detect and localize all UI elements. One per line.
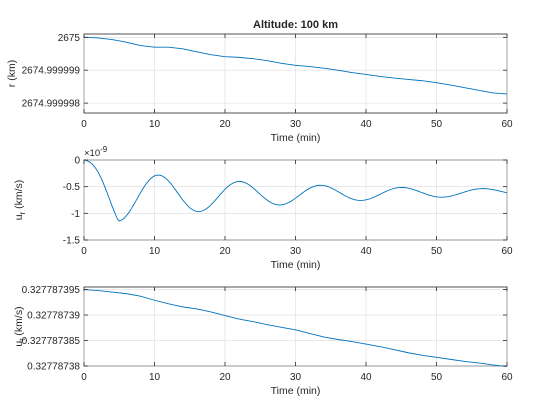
x-tick-label: 20	[219, 246, 231, 257]
y-tick-label: 0.327787395	[22, 285, 81, 296]
x-tick-label: 0	[81, 246, 87, 257]
y-exponent-base: ×10	[84, 148, 100, 159]
x-tick-label: 40	[360, 119, 372, 130]
x-tick-label: 50	[431, 119, 443, 130]
chart-3: 0 10 20 30 40 50 60 0.32778738 0.327787385 0.3277…	[13, 285, 513, 397]
x-tick-label: 30	[290, 246, 302, 257]
chart-1: 0 10 20 30 40 50 60 2674.999998 2674.999999 2675 T…	[6, 19, 513, 144]
y-tick-label: 0.327787385	[22, 336, 81, 347]
x-tick-label: 50	[431, 372, 443, 383]
x-axis-label: Time (min)	[271, 259, 321, 271]
x-tick-label: 30	[290, 372, 302, 383]
y-axis-label-unit: (km/s)	[13, 306, 25, 338]
x-axis-label: Time (min)	[271, 132, 321, 144]
x-tick-label: 20	[219, 372, 231, 383]
x-tick-label: 0	[81, 372, 87, 383]
chart-title: Altitude: 100 km	[253, 19, 338, 31]
y-axis-label: r (km)	[6, 60, 18, 87]
y-axis-label-subscript: t	[18, 338, 27, 341]
y-axis-label: ut (km/s)	[13, 306, 27, 346]
y-tick-label: 0.32778739	[27, 311, 80, 322]
y-axis-label-main: r (km)	[6, 60, 18, 87]
x-tick-label: 40	[360, 372, 372, 383]
x-tick-label: 20	[219, 119, 231, 130]
chart-2: 0 10 20 30 40 50 60 -1.5 -1 -0.5 0 Time (min) ur (km…	[13, 145, 513, 271]
x-tick-label: 10	[149, 246, 161, 257]
y-tick-label: 2674.999998	[22, 99, 81, 110]
x-tick-label: 0	[81, 119, 87, 130]
series-line	[83, 159, 508, 222]
series-line	[83, 289, 508, 367]
y-tick-label: -1.5	[63, 236, 81, 247]
x-tick-label: 60	[501, 246, 513, 257]
x-tick-label: 30	[290, 119, 302, 130]
y-tick-label: 2675	[58, 33, 81, 44]
y-tick-label: 0.32778738	[27, 362, 80, 373]
y-tick-label: 0	[74, 156, 80, 167]
x-tick-label: 10	[149, 119, 161, 130]
y-axis-label-main: u	[13, 341, 25, 347]
x-tick-label: 40	[360, 246, 372, 257]
y-exponent-label: ×10-9	[84, 145, 108, 159]
y-axis-label-main: u	[13, 214, 25, 220]
x-tick-label: 60	[501, 119, 513, 130]
y-axis-label: ur (km/s)	[13, 180, 27, 221]
x-axis-label: Time (min)	[271, 385, 321, 397]
x-tick-label: 60	[501, 372, 513, 383]
y-axis-label-subscript: r	[18, 211, 27, 214]
series-line	[83, 36, 508, 95]
x-tick-label: 10	[149, 372, 161, 383]
y-axis-label-unit: (km/s)	[13, 180, 25, 212]
y-tick-label: 2674.999999	[22, 66, 81, 77]
y-tick-label: -1	[71, 209, 80, 220]
y-tick-label: -0.5	[63, 182, 81, 193]
x-tick-label: 50	[431, 246, 443, 257]
y-exponent-power: -9	[100, 145, 108, 154]
